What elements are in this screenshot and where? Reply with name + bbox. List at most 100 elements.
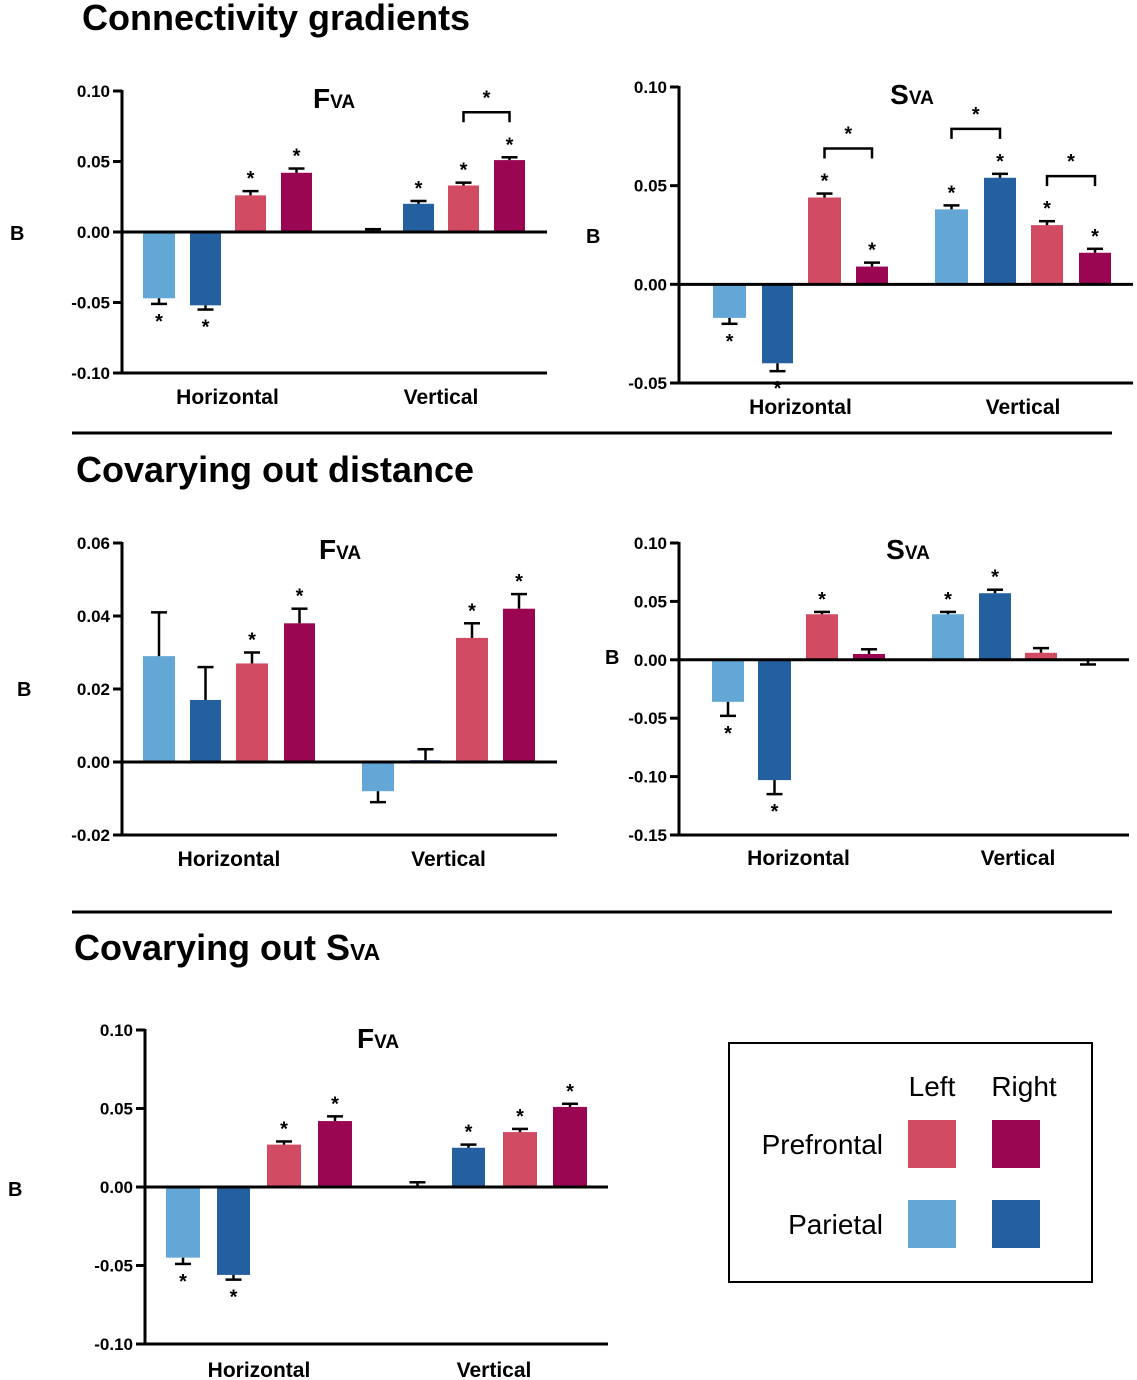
bar (456, 637, 488, 762)
significance-bracket (1045, 174, 1097, 187)
chart-title: FVA (319, 534, 361, 565)
y-tick-label: 0.00 (77, 223, 110, 242)
significance-star: * (280, 1118, 288, 1140)
significance-star: * (818, 589, 826, 611)
bar (452, 1147, 485, 1187)
bar (762, 284, 793, 364)
bracket-star: * (972, 104, 980, 126)
chart-distance-sva: SVA B 0.10 0.05 0.00 -0.05 -0.10 -0.15 * * * * * Hori… (605, 534, 1129, 870)
significance-star: * (1043, 198, 1051, 220)
legend-row-parietal: Parietal (788, 1209, 883, 1240)
x-category-label: Vertical (986, 396, 1061, 419)
y-tick-label: 0.05 (634, 177, 667, 196)
bracket-star: * (1067, 151, 1075, 173)
y-axis-label: B (17, 679, 31, 701)
y-axis-label: B (10, 223, 24, 245)
bar (806, 614, 838, 660)
significance-star: * (821, 171, 829, 193)
chart-title: FVA (357, 1023, 399, 1054)
y-tick-label: 0.02 (77, 680, 110, 699)
significance-star: * (179, 1271, 187, 1293)
significance-bracket (950, 127, 1002, 139)
chart-title-main: F (319, 534, 336, 565)
section-title-distance: Covarying out distance (76, 449, 474, 490)
y-tick-label: -0.10 (628, 768, 667, 787)
significance-star: * (230, 1287, 238, 1309)
bracket-star: * (483, 87, 491, 109)
x-category-label: Vertical (411, 848, 486, 871)
x-category-label: Vertical (981, 847, 1056, 870)
y-tick-label: -0.05 (94, 1257, 133, 1276)
y-tick-label: 0.10 (100, 1021, 133, 1040)
bar (713, 284, 746, 318)
y-tick-label: 0.10 (634, 78, 667, 97)
bar (236, 663, 268, 762)
y-tick-label: 0.05 (634, 592, 667, 611)
bar (853, 653, 885, 660)
bar (318, 1121, 352, 1187)
legend-swatch-parietal-right (992, 1200, 1040, 1248)
x-category-label: Horizontal (747, 847, 850, 870)
significance-star: * (331, 1093, 339, 1115)
chart-connectivity-fva: FVA B 0.10 0.05 0.00 -0.05 -0.10 * * * * * * * * Horizo… (10, 82, 547, 409)
significance-star: * (293, 146, 301, 168)
significance-star: * (516, 1106, 524, 1128)
chart-title-main: F (313, 83, 330, 114)
bar (1031, 225, 1063, 285)
bar (166, 1187, 200, 1258)
chart-title-sub: VA (905, 543, 930, 564)
significance-star: * (247, 168, 255, 190)
legend-swatch-prefrontal-left (908, 1120, 956, 1168)
y-axis-label: B (605, 647, 619, 669)
y-tick-label: 0.06 (77, 534, 110, 553)
bar (494, 160, 525, 232)
significance-star: * (415, 178, 423, 200)
significance-star: * (726, 331, 734, 353)
legend-box (728, 1042, 1093, 1283)
bar (503, 1132, 537, 1187)
legend-swatch-prefrontal-right (992, 1120, 1040, 1168)
y-tick-label: -0.10 (94, 1335, 133, 1354)
y-tick-label: 0.00 (77, 753, 110, 772)
y-tick-label: 0.04 (77, 607, 111, 626)
bar (217, 1187, 250, 1275)
bar (190, 232, 221, 306)
significance-star: * (868, 240, 876, 262)
significance-star: * (296, 586, 304, 608)
significance-star: * (724, 723, 732, 745)
chart-title: SVA (886, 534, 930, 565)
chart-title: FVA (313, 83, 355, 114)
legend-row-prefrontal: Prefrontal (762, 1129, 883, 1160)
x-category-label: Vertical (457, 1359, 532, 1380)
legend: Left Right Prefrontal Parietal (728, 1042, 1093, 1283)
y-tick-label: -0.15 (628, 826, 667, 845)
bar (284, 623, 315, 762)
y-tick-label: -0.02 (71, 826, 110, 845)
x-category-label: Horizontal (178, 848, 281, 871)
bar (362, 762, 394, 792)
bar (143, 232, 175, 299)
chart-covary-sva-fva: FVA B 0.10 0.05 0.00 -0.05 -0.10 * * * * * * * Horizon… (8, 1021, 608, 1380)
significance-star: * (202, 317, 210, 339)
bar (984, 177, 1016, 285)
bar (143, 656, 175, 762)
bar (281, 172, 312, 232)
significance-star: * (771, 801, 779, 823)
y-tick-label: 0.00 (634, 275, 667, 294)
bracket-star: * (844, 124, 852, 146)
y-tick-label: -0.05 (628, 709, 667, 728)
x-category-label: Horizontal (176, 386, 279, 409)
significance-star: * (515, 571, 523, 593)
bar (979, 593, 1011, 660)
significance-star: * (1091, 226, 1099, 248)
y-tick-label: -0.05 (71, 294, 110, 313)
chart-title-main: S (890, 79, 909, 110)
legend-swatch-parietal-left (908, 1200, 956, 1248)
significance-star: * (944, 589, 952, 611)
bar (758, 659, 791, 781)
chart-title-sub: VA (374, 1032, 399, 1053)
section-title-sva: Covarying out SVA (74, 927, 380, 968)
bar (712, 659, 744, 702)
bar (503, 608, 535, 762)
significance-bracket (823, 147, 874, 159)
